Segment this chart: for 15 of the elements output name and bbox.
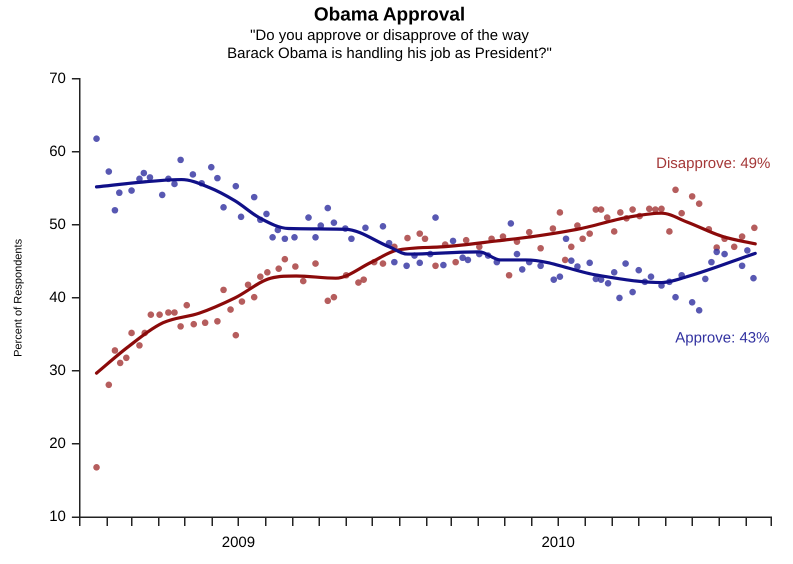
y-tick-label: 20 bbox=[49, 435, 66, 452]
y-tick-label: 70 bbox=[49, 70, 66, 87]
x-tick-label: 2010 bbox=[541, 534, 575, 552]
y-tick-label: 30 bbox=[49, 362, 66, 380]
y-tick-label: 50 bbox=[49, 216, 66, 234]
series-label: Disapprove: 49% bbox=[656, 154, 770, 172]
series-label: Approve: 43% bbox=[675, 329, 770, 346]
y-axis-title: Percent of Respondents bbox=[12, 238, 25, 357]
chart-subtitle: "Do you approve or disapprove of the way Barack Obama is handling his job as President?" bbox=[227, 26, 552, 62]
x-tick-label: 2009 bbox=[222, 534, 256, 552]
y-tick-label: 60 bbox=[49, 142, 66, 160]
y-tick-label: 40 bbox=[49, 289, 66, 306]
line-series bbox=[94, 178, 757, 284]
y-tick-label: 10 bbox=[49, 508, 66, 526]
chart-title: Obama Approval bbox=[314, 4, 466, 26]
